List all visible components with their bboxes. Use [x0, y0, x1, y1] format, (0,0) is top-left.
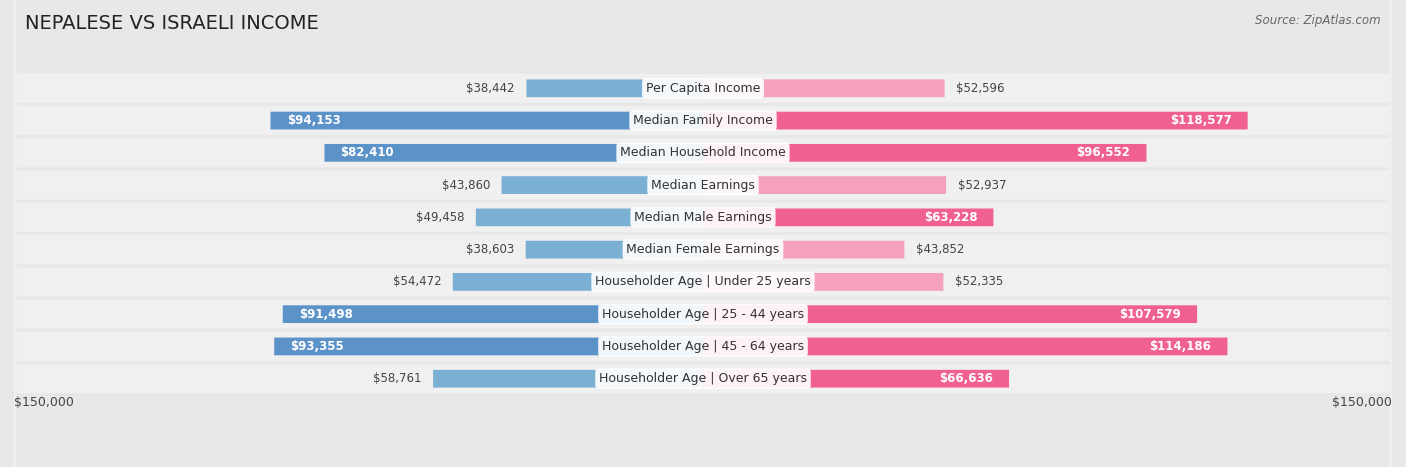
FancyBboxPatch shape	[274, 338, 703, 355]
Text: Householder Age | Under 25 years: Householder Age | Under 25 years	[595, 276, 811, 289]
Text: Householder Age | 25 - 44 years: Householder Age | 25 - 44 years	[602, 308, 804, 321]
Text: $94,153: $94,153	[287, 114, 340, 127]
Text: $114,186: $114,186	[1150, 340, 1212, 353]
Text: $52,596: $52,596	[956, 82, 1004, 95]
Text: $82,410: $82,410	[340, 146, 394, 159]
Text: Median Male Earnings: Median Male Earnings	[634, 211, 772, 224]
Text: $54,472: $54,472	[392, 276, 441, 289]
Text: $43,852: $43,852	[915, 243, 965, 256]
FancyBboxPatch shape	[703, 176, 946, 194]
FancyBboxPatch shape	[14, 0, 1392, 467]
FancyBboxPatch shape	[475, 208, 703, 226]
FancyBboxPatch shape	[14, 0, 1392, 467]
FancyBboxPatch shape	[433, 370, 703, 388]
Text: $107,579: $107,579	[1119, 308, 1181, 321]
Text: Median Household Income: Median Household Income	[620, 146, 786, 159]
Text: $118,577: $118,577	[1170, 114, 1232, 127]
FancyBboxPatch shape	[14, 0, 1392, 467]
Text: $63,228: $63,228	[924, 211, 977, 224]
Text: $150,000: $150,000	[14, 396, 75, 410]
FancyBboxPatch shape	[14, 0, 1392, 467]
Text: Householder Age | Over 65 years: Householder Age | Over 65 years	[599, 372, 807, 385]
FancyBboxPatch shape	[526, 241, 703, 259]
Text: $58,761: $58,761	[373, 372, 422, 385]
FancyBboxPatch shape	[283, 305, 703, 323]
FancyBboxPatch shape	[703, 112, 1247, 129]
FancyBboxPatch shape	[703, 370, 1010, 388]
Text: $66,636: $66,636	[939, 372, 993, 385]
FancyBboxPatch shape	[526, 79, 703, 97]
Text: Source: ZipAtlas.com: Source: ZipAtlas.com	[1256, 14, 1381, 27]
FancyBboxPatch shape	[14, 0, 1392, 467]
Text: $93,355: $93,355	[290, 340, 344, 353]
Text: Per Capita Income: Per Capita Income	[645, 82, 761, 95]
FancyBboxPatch shape	[14, 0, 1392, 467]
FancyBboxPatch shape	[325, 144, 703, 162]
Text: $96,552: $96,552	[1077, 146, 1130, 159]
FancyBboxPatch shape	[502, 176, 703, 194]
FancyBboxPatch shape	[703, 208, 994, 226]
FancyBboxPatch shape	[14, 0, 1392, 467]
Text: $43,860: $43,860	[441, 178, 491, 191]
Text: $52,335: $52,335	[955, 276, 1002, 289]
FancyBboxPatch shape	[703, 79, 945, 97]
FancyBboxPatch shape	[703, 144, 1146, 162]
FancyBboxPatch shape	[453, 273, 703, 291]
FancyBboxPatch shape	[703, 241, 904, 259]
Text: $150,000: $150,000	[1331, 396, 1392, 410]
Text: Householder Age | 45 - 64 years: Householder Age | 45 - 64 years	[602, 340, 804, 353]
Text: Median Earnings: Median Earnings	[651, 178, 755, 191]
FancyBboxPatch shape	[14, 0, 1392, 467]
FancyBboxPatch shape	[703, 305, 1197, 323]
FancyBboxPatch shape	[14, 0, 1392, 467]
FancyBboxPatch shape	[703, 338, 1227, 355]
FancyBboxPatch shape	[270, 112, 703, 129]
Text: NEPALESE VS ISRAELI INCOME: NEPALESE VS ISRAELI INCOME	[25, 14, 319, 33]
Text: $38,603: $38,603	[465, 243, 515, 256]
Text: Median Family Income: Median Family Income	[633, 114, 773, 127]
FancyBboxPatch shape	[14, 0, 1392, 467]
Text: $52,937: $52,937	[957, 178, 1007, 191]
Text: $49,458: $49,458	[416, 211, 464, 224]
Text: Median Female Earnings: Median Female Earnings	[627, 243, 779, 256]
Text: $38,442: $38,442	[467, 82, 515, 95]
FancyBboxPatch shape	[703, 273, 943, 291]
Text: $91,498: $91,498	[299, 308, 353, 321]
